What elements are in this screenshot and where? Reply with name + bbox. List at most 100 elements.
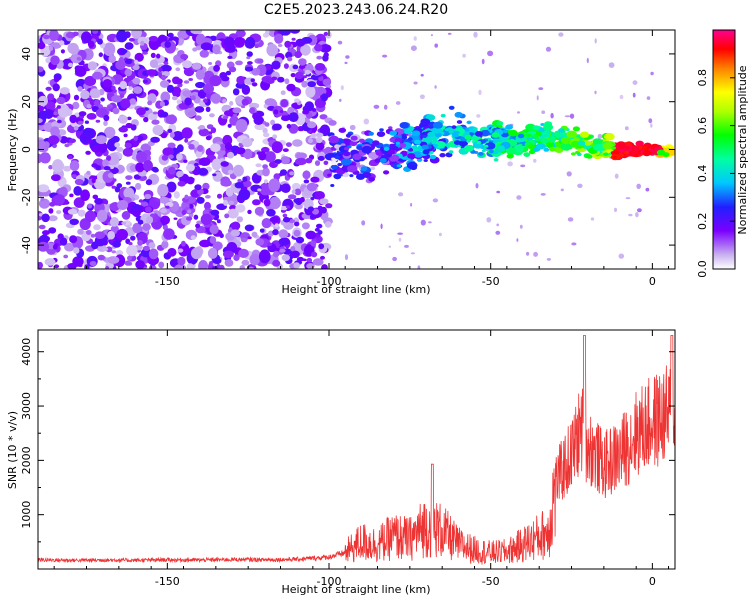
signal-blob <box>505 124 513 130</box>
signal-blob <box>358 138 365 143</box>
signal-blob <box>337 162 343 167</box>
noise-blob <box>264 122 270 127</box>
noise-blob <box>298 58 307 66</box>
noise-blob <box>420 219 426 226</box>
noise-blob <box>516 238 519 242</box>
noise-blob <box>305 118 310 124</box>
noise-blob <box>69 160 80 172</box>
noise-blob <box>164 41 171 48</box>
noise-blob <box>625 197 631 200</box>
signal-blob <box>440 113 446 118</box>
signal-blob <box>451 125 457 129</box>
signal-blob <box>356 145 363 150</box>
noise-blob <box>128 37 136 42</box>
noise-blob <box>176 78 183 85</box>
signal-blob <box>331 161 337 166</box>
noise-blob <box>245 36 256 49</box>
noise-blob <box>187 209 192 214</box>
noise-blob <box>316 55 323 60</box>
spectrogram-xlabel: Height of straight line (km) <box>281 283 430 296</box>
noise-blob <box>239 265 245 269</box>
signal-blob <box>356 173 365 180</box>
noise-blob <box>123 187 135 199</box>
noise-blob <box>56 105 62 109</box>
noise-blob <box>533 158 537 163</box>
signal-blob <box>531 131 537 135</box>
noise-blob <box>306 263 315 269</box>
noise-blob <box>158 196 170 204</box>
noise-blob <box>43 34 50 40</box>
noise-blob <box>478 89 482 96</box>
noise-blob <box>106 155 112 161</box>
noise-blob <box>632 80 638 85</box>
signal-blob <box>439 153 446 158</box>
noise-blob <box>312 208 319 215</box>
noise-blob <box>77 228 84 235</box>
signal-blob <box>502 129 509 134</box>
noise-blob <box>230 221 241 231</box>
noise-blob <box>90 233 96 238</box>
signal-blob <box>480 129 490 137</box>
noise-blob <box>53 111 58 116</box>
noise-blob <box>143 116 149 123</box>
noise-blob <box>232 113 238 118</box>
noise-blob <box>184 194 189 200</box>
noise-blob <box>161 154 169 161</box>
noise-blob <box>192 47 198 52</box>
noise-blob <box>112 178 117 182</box>
noise-blob <box>226 242 238 253</box>
noise-blob <box>159 101 165 107</box>
signal-blob <box>612 155 617 159</box>
noise-blob <box>302 109 309 115</box>
noise-blob <box>538 87 544 90</box>
noise-blob <box>618 253 625 259</box>
noise-blob <box>344 254 349 261</box>
signal-blob <box>349 140 358 147</box>
noise-blob <box>118 126 128 133</box>
signal-blob <box>514 139 519 143</box>
snr-marks <box>38 334 675 565</box>
noise-blob <box>190 30 203 35</box>
noise-blob <box>259 228 265 233</box>
signal-blob <box>448 105 455 110</box>
noise-blob <box>176 170 184 177</box>
noise-blob <box>38 184 50 193</box>
noise-blob <box>420 73 424 77</box>
signal-blob <box>408 148 414 152</box>
signal-blob <box>506 153 514 159</box>
signal-blob <box>526 133 532 137</box>
noise-blob <box>258 151 267 161</box>
noise-blob <box>272 229 279 236</box>
noise-blob <box>92 30 99 34</box>
signal-blob <box>346 165 358 173</box>
noise-blob <box>248 102 260 109</box>
noise-blob <box>274 159 282 164</box>
noise-blob <box>263 179 269 184</box>
noise-blob <box>295 38 306 47</box>
noise-blob <box>87 61 98 71</box>
signal-blob <box>399 143 407 148</box>
noise-blob <box>289 30 301 34</box>
noise-blob <box>280 205 288 211</box>
noise-blob <box>520 164 526 168</box>
noise-blob <box>81 31 92 44</box>
noise-blob <box>72 31 79 37</box>
signal-blob <box>435 141 446 149</box>
signal-blob <box>331 157 336 161</box>
signal-blob <box>343 146 350 151</box>
signal-blob <box>496 121 504 126</box>
noise-blob <box>322 54 329 62</box>
noise-blob <box>86 113 97 120</box>
noise-blob <box>645 187 650 192</box>
noise-blob <box>137 36 148 45</box>
noise-blob <box>306 182 318 192</box>
noise-blob <box>93 99 100 107</box>
signal-blob <box>572 126 581 132</box>
signal-blob <box>592 138 603 146</box>
noise-blob <box>235 147 246 155</box>
signal-blob <box>393 146 398 150</box>
noise-blob <box>65 108 73 116</box>
noise-blob <box>59 40 65 46</box>
x-tick-label: -100 <box>317 575 342 588</box>
noise-blob <box>337 40 343 45</box>
